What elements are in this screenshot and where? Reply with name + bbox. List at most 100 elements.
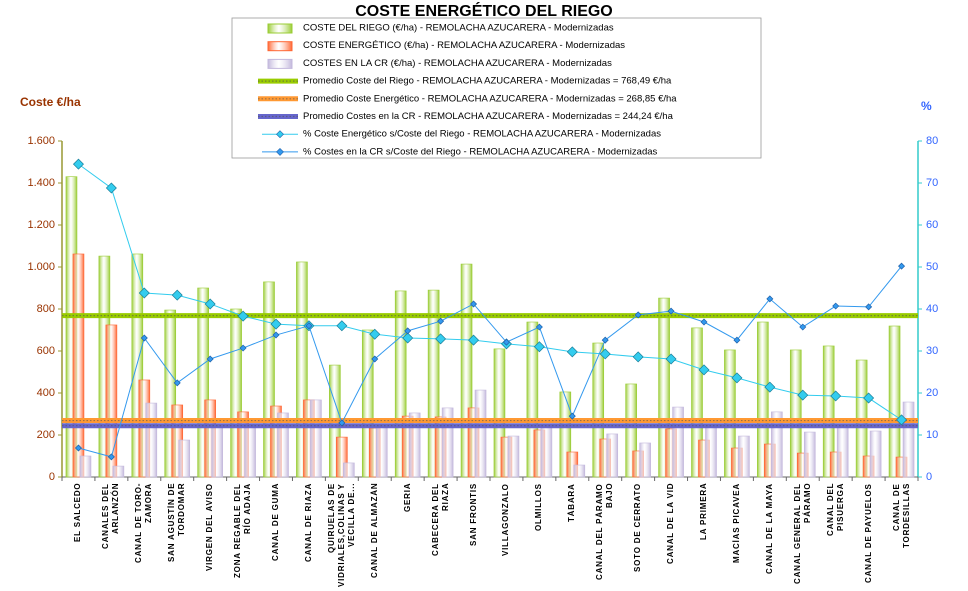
line-marker: [830, 390, 842, 402]
bar: [658, 297, 670, 478]
line: [78, 265, 902, 458]
legend-label: COSTE DEL RIEGO (€/ha) - REMOLACHA AZUCA…: [303, 23, 614, 34]
line-marker: [568, 412, 576, 420]
y-tick-label: 1.400: [27, 177, 55, 189]
x-tick-label: CANAL DEL PISUERGA: [825, 483, 845, 537]
line-marker: [435, 333, 447, 345]
line-marker: [632, 351, 644, 363]
line-marker: [72, 158, 84, 170]
bar: [540, 423, 553, 478]
bar: [691, 327, 703, 478]
line-marker: [237, 310, 249, 322]
bar: [178, 439, 191, 478]
line-marker: [437, 317, 445, 325]
bar: [375, 426, 388, 478]
line-marker: [863, 392, 875, 404]
x-tick-label: CANAL DE TORDESILLAS: [891, 483, 911, 549]
line-marker: [338, 419, 346, 427]
line-marker: [535, 323, 543, 331]
bar: [493, 348, 506, 478]
bar: [131, 253, 144, 478]
bar: [559, 391, 572, 478]
bar: [79, 455, 92, 478]
y2-axis-title: %: [921, 99, 932, 113]
bar: [230, 308, 242, 478]
x-tick-label: CABECERA DEL RIAZA: [430, 483, 450, 556]
line-marker: [239, 344, 247, 352]
x-tick-label: VILLAGONZALO: [501, 483, 511, 556]
legend-box: [231, 17, 762, 159]
y2-tick-label: 30: [926, 345, 938, 357]
x-tick-label: SAN FRONTIS: [468, 483, 478, 547]
bar: [869, 430, 882, 478]
x-tick-label: CANAL DEL PÁRAMO BAJO: [595, 483, 615, 580]
line-marker: [272, 331, 280, 339]
bar: [757, 321, 769, 478]
bar: [72, 253, 85, 478]
legend-label: Promedio Costes en la CR - REMOLACHA AZU…: [303, 111, 674, 122]
x-tick-label: CANALES DEL ARLANZÓN: [101, 483, 121, 549]
y2-tick-label: 70: [926, 177, 938, 189]
line-marker: [700, 318, 708, 326]
legend-label: % Coste Energético s/Coste del Riego - R…: [303, 129, 661, 140]
y-tick-label: 200: [37, 429, 55, 441]
line-marker: [140, 334, 148, 342]
bar: [197, 287, 209, 478]
line-marker: [369, 328, 381, 340]
y-tick-label: 1.600: [27, 135, 55, 147]
line-marker: [171, 289, 183, 301]
line-marker: [898, 262, 906, 270]
line-marker: [502, 338, 510, 346]
line-marker: [865, 303, 873, 311]
x-tick-label: SOTO DE CERRATO: [633, 483, 643, 572]
line-marker: [766, 295, 774, 303]
line-marker: [634, 311, 642, 319]
bar: [724, 349, 736, 478]
bar: [771, 411, 783, 478]
bar: [336, 436, 348, 478]
line-marker: [206, 355, 214, 363]
line-marker: [404, 327, 412, 335]
line-marker: [533, 341, 545, 353]
line-marker: [173, 379, 181, 387]
line-marker: [797, 389, 809, 401]
x-tick-label: CANAL DE RIAZA: [303, 483, 313, 563]
bar: [526, 321, 539, 478]
bar: [888, 325, 901, 478]
line-marker: [832, 302, 840, 310]
x-tick-label: MACÍAS PICAVEA: [731, 483, 741, 563]
x-tick-label: CANAL DE LA MAYA: [764, 483, 774, 574]
bar: [343, 462, 355, 478]
bar: [474, 389, 487, 478]
x-tick-label: LA PRIMERA: [699, 483, 708, 541]
x-tick-label: VIRGEN DEL AVISO: [205, 483, 215, 571]
bar: [902, 401, 915, 478]
bar: [606, 433, 619, 478]
x-tick-label: TÁBARA: [567, 483, 577, 522]
x-tick-label: CANAL DE TORO-ZAMORA: [134, 483, 154, 564]
bar: [672, 406, 684, 478]
line: [78, 163, 902, 421]
x-tick-label: OLMILLOS: [534, 483, 544, 531]
line-marker: [566, 346, 578, 358]
x-tick-label: CANAL DE LA VID: [666, 483, 676, 565]
line-marker: [731, 372, 743, 384]
bar: [803, 431, 816, 478]
bar: [427, 289, 440, 478]
legend-label: COSTE ENERGÉTICO (€/ha) - REMOLACHA AZUC…: [303, 40, 625, 51]
bar: [441, 407, 454, 478]
y-tick-label: 1.200: [27, 219, 55, 231]
line-marker: [667, 307, 675, 315]
bar: [211, 426, 223, 478]
bar: [573, 464, 586, 478]
x-tick-label: GERIA: [402, 483, 412, 513]
y2-tick-label: 10: [926, 429, 938, 441]
line-marker: [764, 381, 776, 393]
bar: [822, 345, 835, 478]
line-marker: [107, 453, 115, 461]
y2-tick-label: 0: [926, 471, 932, 483]
bar: [460, 263, 473, 478]
line-marker: [468, 334, 480, 346]
